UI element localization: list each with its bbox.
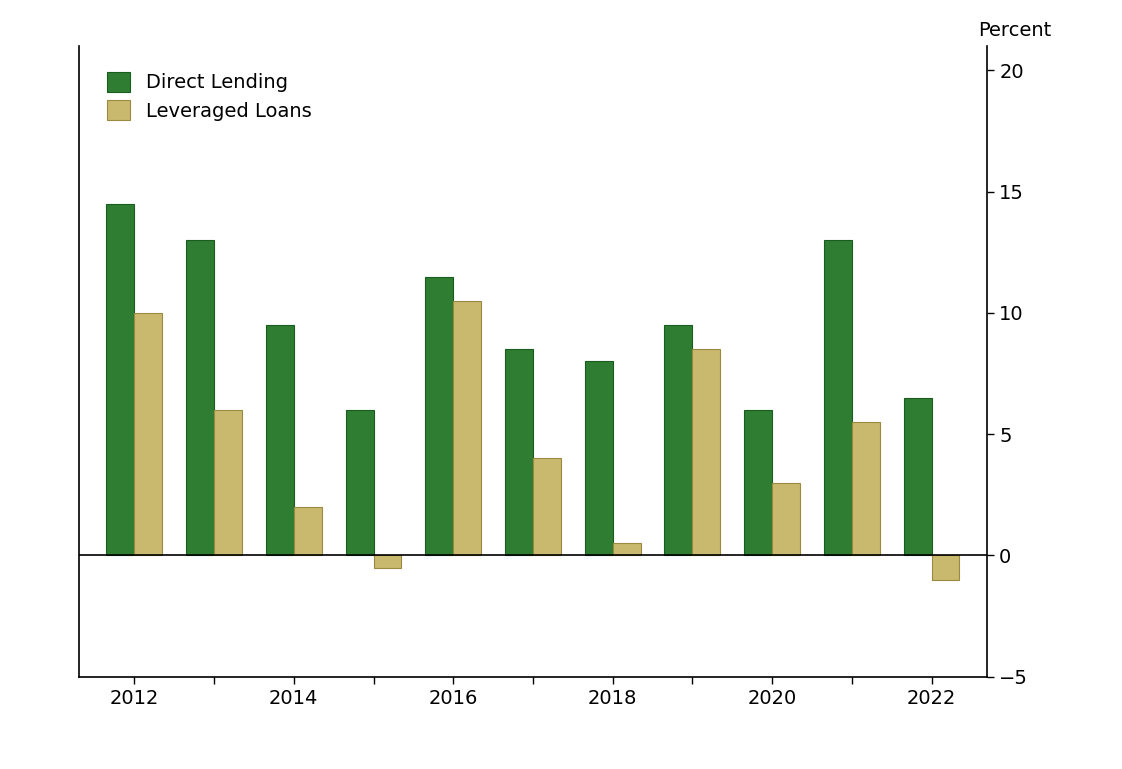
Bar (613, 544, 641, 555)
Bar (585, 361, 613, 555)
Bar (374, 555, 402, 568)
Bar (505, 349, 533, 555)
Bar (135, 313, 163, 555)
Bar (533, 458, 561, 555)
Legend: Direct Lending, Leveraged Loans: Direct Lending, Leveraged Loans (98, 62, 321, 131)
Bar (107, 204, 135, 555)
Bar (903, 398, 931, 555)
Bar (744, 410, 772, 555)
Bar (266, 325, 294, 555)
Bar (425, 277, 453, 555)
Bar (186, 240, 214, 555)
Bar (294, 507, 322, 555)
Bar (931, 555, 959, 580)
Bar (664, 325, 692, 555)
Text: Percent: Percent (977, 21, 1051, 40)
Bar (214, 410, 242, 555)
Bar (824, 240, 852, 555)
Bar (692, 349, 720, 555)
Bar (453, 301, 481, 555)
Bar (346, 410, 374, 555)
Bar (852, 422, 880, 555)
Bar (772, 483, 800, 555)
